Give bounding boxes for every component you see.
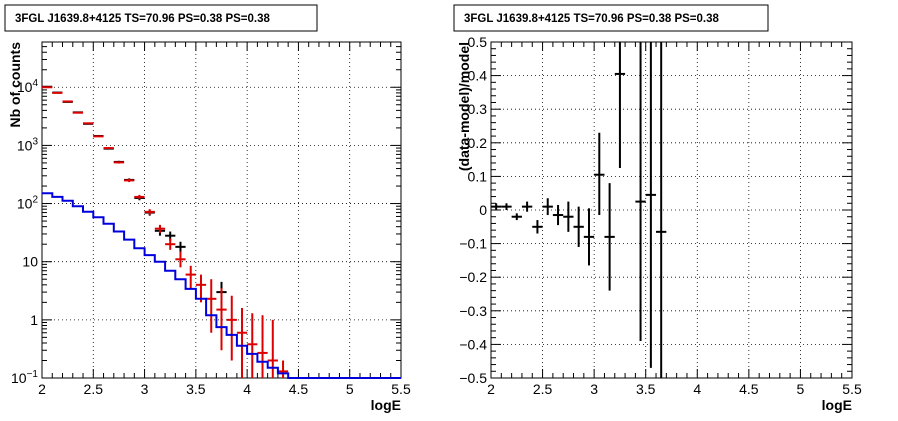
right-residuals-point — [645, 42, 657, 368]
left-model-total-point — [195, 274, 207, 303]
right-residuals-point — [521, 201, 533, 212]
right-x-tick-label: 4.5 — [739, 381, 759, 397]
left-y-tick-exponent: 4 — [32, 78, 38, 89]
left-model-total-point — [52, 91, 63, 94]
left-chart-title: 3FGL J1639.8+4125 TS=70.96 PS=0.38 PS=0.… — [15, 13, 271, 25]
left-plot-frame — [41, 41, 402, 379]
right-x-tick-label: 4 — [693, 381, 701, 397]
left-y-tick-exponent: 2 — [32, 195, 38, 206]
right-residuals-point — [511, 213, 522, 221]
right-residuals-point — [656, 42, 667, 378]
right-x-tick-label: 3 — [590, 381, 598, 397]
right-y-tick-label: 0.1 — [468, 168, 488, 184]
left-x-tick-label: 5 — [346, 381, 354, 397]
right-x-tick-label: 2.5 — [533, 381, 553, 397]
right-residuals-point — [573, 206, 584, 247]
right-residuals-point — [583, 208, 595, 266]
left-y-tick-label: 102 — [17, 195, 39, 212]
left-model-total-point — [83, 122, 94, 125]
left-model-total-point — [175, 251, 186, 268]
left-x-axis-label: logE — [371, 397, 401, 413]
right-residuals-point — [552, 204, 564, 226]
right-y-tick-label: 0.5 — [468, 34, 488, 50]
right-residuals-point — [532, 220, 543, 234]
left-x-tick-label: 4.5 — [289, 381, 309, 397]
left-model-total-point — [113, 161, 125, 164]
right-title-box — [453, 4, 769, 32]
right-residuals-point — [635, 42, 646, 342]
right-y-tick-label: 0.4 — [468, 68, 488, 84]
right-chart-title: 3FGL J1639.8+4125 TS=70.96 PS=0.38 PS=0.… — [464, 13, 720, 25]
right-residuals-point — [604, 183, 615, 291]
left-model-total-point — [206, 279, 217, 333]
left-x-tick-label: 5.5 — [391, 381, 411, 397]
right-residuals-point — [491, 203, 502, 210]
left-model-total-point — [216, 288, 227, 351]
left-y-tick-label: 10 — [22, 254, 38, 270]
right-y-tick-label: −0.4 — [459, 336, 487, 352]
right-x-tick-label: 5 — [797, 381, 805, 397]
left-model-total-point — [185, 265, 196, 289]
left-panel: 3FGL J1639.8+4125 TS=70.96 PS=0.38 PS=0.… — [4, 4, 411, 413]
left-x-tick-label: 3.5 — [186, 381, 206, 397]
left-model-total-point — [267, 319, 278, 378]
right-y-axis-label: (data-model)/model — [456, 42, 472, 171]
right-residuals-point — [614, 42, 626, 168]
right-y-tick-label: −0.2 — [459, 269, 487, 285]
right-residuals-point — [563, 201, 574, 232]
right-x-tick-label: 5.5 — [842, 381, 862, 397]
left-model-total-point — [134, 194, 145, 200]
right-x-axis-label: logE — [822, 397, 852, 413]
left-y-tick-exponent: −1 — [27, 369, 39, 380]
left-x-tick-label: 2 — [38, 381, 46, 397]
left-model-total-point — [103, 147, 114, 150]
right-y-tick-label: −0.3 — [459, 303, 487, 319]
left-y-tick-label: 103 — [17, 136, 39, 153]
right-x-tick-label: 2 — [487, 381, 495, 397]
right-residuals-point — [501, 203, 512, 210]
left-y-tick-label: 1 — [30, 312, 38, 328]
left-model-total-point — [257, 315, 268, 378]
right-residuals-point — [594, 132, 605, 216]
right-panel: 3FGL J1639.8+4125 TS=70.96 PS=0.38 PS=0.… — [453, 4, 862, 413]
left-x-tick-label: 3 — [141, 381, 149, 397]
right-y-tick-label: −0.5 — [459, 370, 487, 386]
right-y-tick-label: 0 — [479, 202, 487, 218]
left-model-total-point — [247, 313, 258, 378]
left-data-point — [175, 241, 186, 254]
left-model-total-point — [236, 307, 248, 378]
left-y-tick-label: 10−1 — [11, 369, 38, 386]
left-model-total-point — [93, 135, 104, 138]
left-model-total-point — [144, 209, 155, 215]
left-title-box — [4, 4, 318, 32]
right-y-tick-label: 0.2 — [468, 135, 488, 151]
right-y-tick-label: 0.3 — [468, 101, 488, 117]
right-residuals-point — [542, 198, 553, 216]
left-model-total-point — [72, 111, 84, 114]
left-model-total-point — [42, 86, 53, 89]
right-y-tick-label: −0.1 — [459, 236, 487, 252]
left-x-tick-label: 4 — [243, 381, 251, 397]
left-model-total-point — [124, 178, 135, 183]
left-x-tick-label: 2.5 — [84, 381, 104, 397]
left-model-total-point — [154, 224, 166, 234]
left-model-total-point — [226, 295, 237, 361]
left-model-total-point — [62, 100, 73, 103]
left-y-axis-label: Nb of counts — [7, 42, 23, 128]
left-y-tick-exponent: 3 — [32, 136, 38, 147]
left-model-total-point — [277, 360, 289, 378]
left-model-total-point — [165, 238, 176, 250]
right-x-tick-label: 3.5 — [636, 381, 656, 397]
left-model-background-line — [42, 192, 401, 379]
